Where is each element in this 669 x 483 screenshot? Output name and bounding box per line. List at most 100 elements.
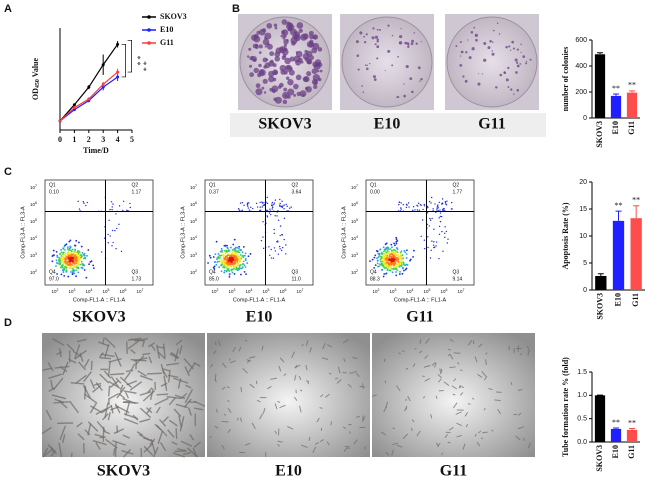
event-dot: [420, 235, 422, 238]
colony: [263, 91, 267, 94]
cell: [58, 442, 63, 458]
event-dot: [396, 251, 399, 253]
colony: [508, 45, 511, 48]
colony: [495, 86, 498, 89]
tick-base: 10: [351, 202, 357, 207]
tick-base: 10: [190, 185, 196, 190]
event-dot: [71, 273, 74, 276]
plot-label: E10: [246, 309, 273, 326]
colony: [376, 57, 379, 59]
y-tick-label: 103: [351, 252, 358, 258]
event-dot: [76, 254, 78, 257]
cell: [168, 419, 178, 427]
event-dot: [379, 258, 382, 261]
cell: [334, 377, 339, 380]
cell: [47, 443, 57, 455]
cell: [295, 364, 298, 369]
cell: [162, 343, 166, 358]
quadrant-value: 3.64: [291, 189, 301, 195]
colony: [283, 47, 288, 52]
event-dot: [236, 258, 239, 261]
event-dot: [431, 217, 433, 220]
cell: [259, 413, 264, 420]
event-dot: [385, 255, 388, 258]
event-dot: [444, 236, 446, 239]
cell: [47, 362, 54, 372]
event-dot: [71, 262, 74, 264]
cell: [104, 344, 110, 358]
tick-base: 10: [373, 289, 379, 294]
event-dot: [214, 260, 217, 263]
event-dot: [55, 250, 58, 253]
event-dot: [382, 255, 385, 257]
cell: [251, 422, 256, 429]
colony: [372, 27, 375, 30]
event-dot: [60, 260, 63, 263]
cell: [184, 389, 194, 404]
x-tick-label: 106: [120, 288, 127, 294]
colony: [493, 29, 495, 32]
event-dot: [394, 244, 396, 247]
cell: [177, 378, 182, 389]
event-dot: [82, 257, 85, 260]
cell: [127, 337, 142, 341]
event-dot: [382, 257, 385, 260]
event-dot: [224, 262, 227, 265]
event-dot: [279, 248, 281, 250]
event-dot: [60, 258, 63, 261]
y-tick-label: 106: [351, 201, 358, 207]
event-dot: [405, 263, 408, 266]
event-dot: [118, 223, 120, 226]
event-dot: [227, 250, 230, 253]
y-axis-label: Comp-FL3-A :: FL3-A: [341, 206, 347, 259]
error-bar: [633, 205, 640, 219]
x-tick-label: 103: [69, 288, 76, 294]
event-dot: [82, 253, 85, 256]
event-dot: [80, 260, 83, 263]
event-dot: [70, 264, 73, 267]
cell: [170, 351, 180, 359]
event-dot: [283, 207, 285, 210]
event-dot: [276, 240, 279, 242]
y-tick-label: 106: [30, 201, 37, 207]
event-dot: [441, 198, 444, 200]
tick-base: 10: [30, 185, 36, 190]
event-dot: [386, 263, 389, 266]
y-tick-label: 0: [583, 287, 587, 294]
event-dot: [278, 245, 281, 248]
cell: [298, 375, 302, 381]
cell: [51, 394, 67, 400]
point: [101, 63, 105, 67]
event-dot: [444, 226, 446, 228]
event-dot: [290, 206, 292, 208]
event-dot: [271, 208, 273, 210]
event-dot: [64, 248, 66, 251]
cell: [174, 348, 179, 362]
colony: [520, 43, 522, 46]
event-dot: [279, 225, 282, 227]
event-dot: [79, 257, 82, 260]
cell: [189, 433, 195, 441]
tick-base: 10: [351, 270, 357, 275]
cell: [162, 416, 169, 423]
event-dot: [259, 206, 261, 208]
cell: [407, 395, 411, 402]
cell: [352, 356, 358, 360]
cell: [136, 431, 144, 436]
event-dot: [228, 270, 231, 272]
colony: [460, 50, 464, 54]
event-dot: [412, 256, 414, 258]
colony: [465, 51, 468, 54]
cell: [424, 355, 429, 359]
bracket: [121, 43, 126, 78]
event-dot: [230, 252, 233, 255]
bar: [626, 92, 638, 118]
cell: [76, 338, 87, 343]
cell: [517, 426, 525, 430]
colony: [311, 78, 318, 85]
cell: [437, 378, 442, 383]
event-dot: [395, 236, 398, 239]
event-dot: [396, 248, 399, 251]
event-dot: [389, 267, 391, 269]
tick-base: 10: [30, 202, 36, 207]
